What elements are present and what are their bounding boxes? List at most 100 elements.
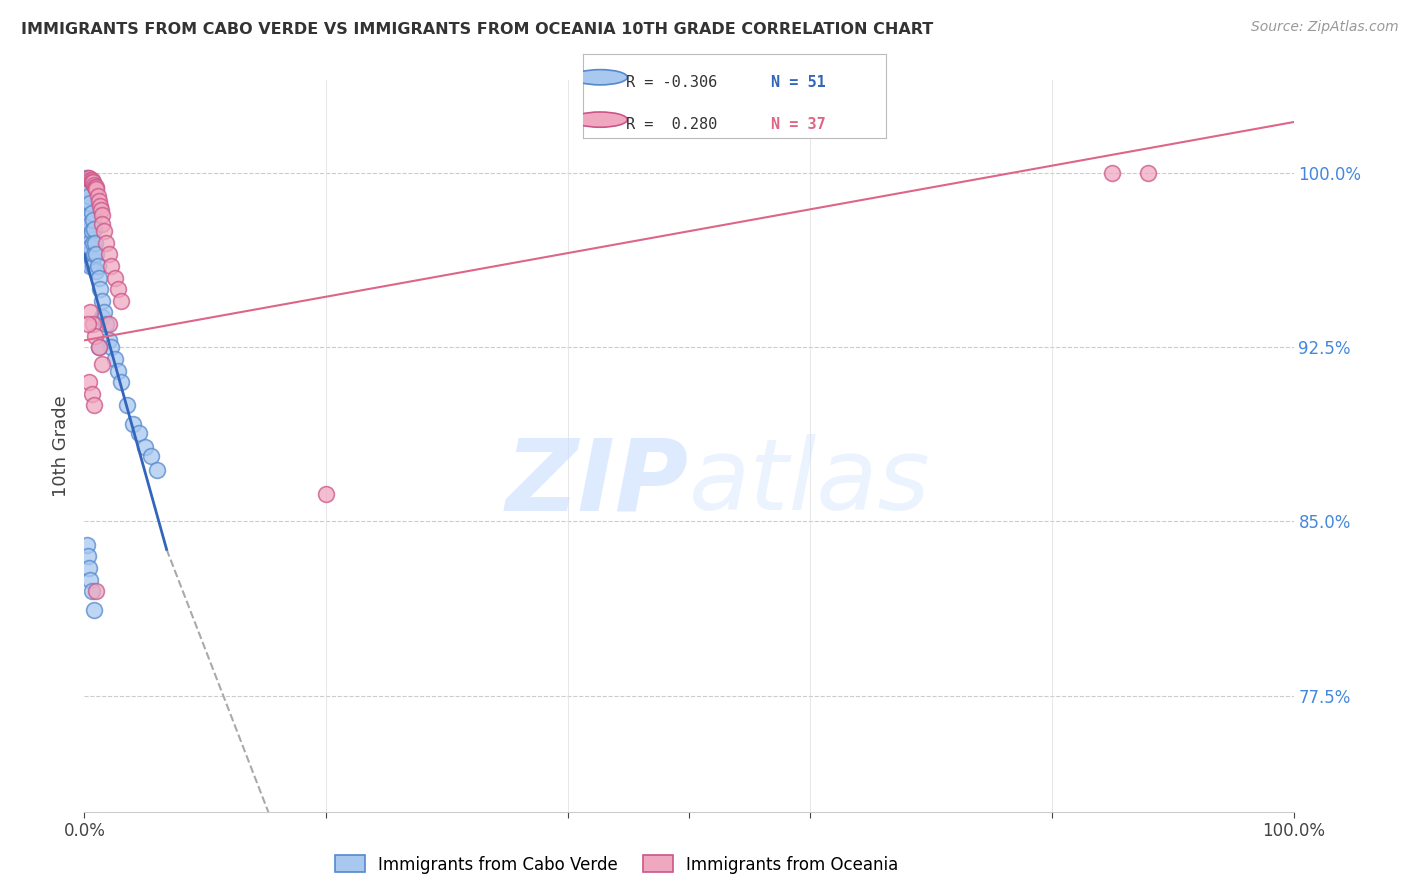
Point — [77, 231, 100, 245]
Point — [76, 194, 98, 208]
Text: Source: ZipAtlas.com: Source: ZipAtlas.com — [1251, 20, 1399, 34]
Point — [97, 317, 120, 331]
Point — [100, 259, 122, 273]
Point — [87, 340, 110, 354]
Point — [87, 194, 110, 208]
Point — [93, 224, 115, 238]
Point — [1137, 166, 1160, 180]
Point — [77, 170, 100, 185]
Point — [76, 538, 98, 552]
Point — [80, 173, 103, 187]
Point — [97, 334, 120, 348]
Circle shape — [572, 112, 627, 128]
Point — [134, 440, 156, 454]
Point — [77, 208, 100, 222]
Point — [91, 208, 114, 222]
Point — [82, 259, 104, 273]
Point — [86, 180, 108, 194]
Point — [79, 173, 101, 187]
Point — [107, 282, 129, 296]
Point — [82, 212, 104, 227]
Point — [86, 584, 108, 599]
Point — [77, 201, 100, 215]
Text: atlas: atlas — [689, 434, 931, 531]
Point — [75, 170, 97, 185]
Point — [84, 328, 107, 343]
Point — [80, 176, 103, 190]
Point — [104, 351, 127, 366]
Point — [128, 426, 150, 441]
Point — [94, 235, 117, 250]
Point — [91, 357, 114, 371]
Text: N = 37: N = 37 — [770, 118, 825, 132]
Y-axis label: 10th Grade: 10th Grade — [52, 395, 70, 497]
Point — [76, 178, 98, 192]
Text: R =  0.280: R = 0.280 — [626, 118, 717, 132]
Point — [146, 463, 169, 477]
Point — [83, 222, 105, 236]
Point — [107, 363, 129, 377]
Point — [79, 217, 101, 231]
Point — [77, 549, 100, 564]
Point — [90, 203, 112, 218]
Point — [139, 450, 162, 464]
Point — [91, 217, 114, 231]
Point — [77, 170, 100, 185]
Point — [83, 247, 105, 261]
Point — [83, 178, 105, 192]
Point — [91, 293, 114, 308]
Point — [82, 176, 104, 190]
Point — [80, 252, 103, 266]
Point — [79, 573, 101, 587]
Point — [84, 180, 107, 194]
Point — [100, 340, 122, 354]
Point — [87, 340, 110, 354]
Point — [121, 417, 143, 431]
Point — [77, 561, 100, 575]
Point — [77, 235, 100, 250]
Point — [80, 224, 103, 238]
Circle shape — [572, 70, 627, 85]
Point — [97, 247, 120, 261]
Point — [79, 240, 101, 254]
Point — [93, 305, 115, 319]
Point — [104, 270, 127, 285]
Point — [80, 584, 103, 599]
Point — [77, 317, 100, 331]
Point — [86, 182, 108, 196]
Point — [79, 259, 101, 273]
Point — [86, 247, 108, 261]
Point — [80, 386, 103, 401]
Point — [86, 189, 108, 203]
Point — [315, 486, 337, 500]
Point — [89, 199, 111, 213]
Point — [91, 310, 114, 325]
Point — [77, 247, 100, 261]
Point — [1101, 166, 1123, 180]
Point — [86, 259, 108, 273]
Point — [89, 282, 111, 296]
Point — [82, 317, 104, 331]
Point — [84, 235, 107, 250]
Point — [83, 398, 105, 412]
Point — [94, 317, 117, 331]
Point — [87, 270, 110, 285]
Point — [79, 196, 101, 211]
Point — [77, 375, 100, 389]
Legend: Immigrants from Cabo Verde, Immigrants from Oceania: Immigrants from Cabo Verde, Immigrants f… — [328, 848, 905, 880]
Text: R = -0.306: R = -0.306 — [626, 75, 717, 90]
Point — [77, 182, 100, 196]
Point — [80, 205, 103, 219]
Text: N = 51: N = 51 — [770, 75, 825, 90]
Point — [110, 293, 132, 308]
Point — [110, 375, 132, 389]
Text: ZIP: ZIP — [506, 434, 689, 531]
Point — [115, 398, 138, 412]
Point — [77, 189, 100, 203]
Point — [83, 603, 105, 617]
Point — [76, 224, 98, 238]
Text: IMMIGRANTS FROM CABO VERDE VS IMMIGRANTS FROM OCEANIA 10TH GRADE CORRELATION CHA: IMMIGRANTS FROM CABO VERDE VS IMMIGRANTS… — [21, 22, 934, 37]
Point — [79, 305, 101, 319]
Point — [86, 263, 108, 277]
Point — [82, 235, 104, 250]
